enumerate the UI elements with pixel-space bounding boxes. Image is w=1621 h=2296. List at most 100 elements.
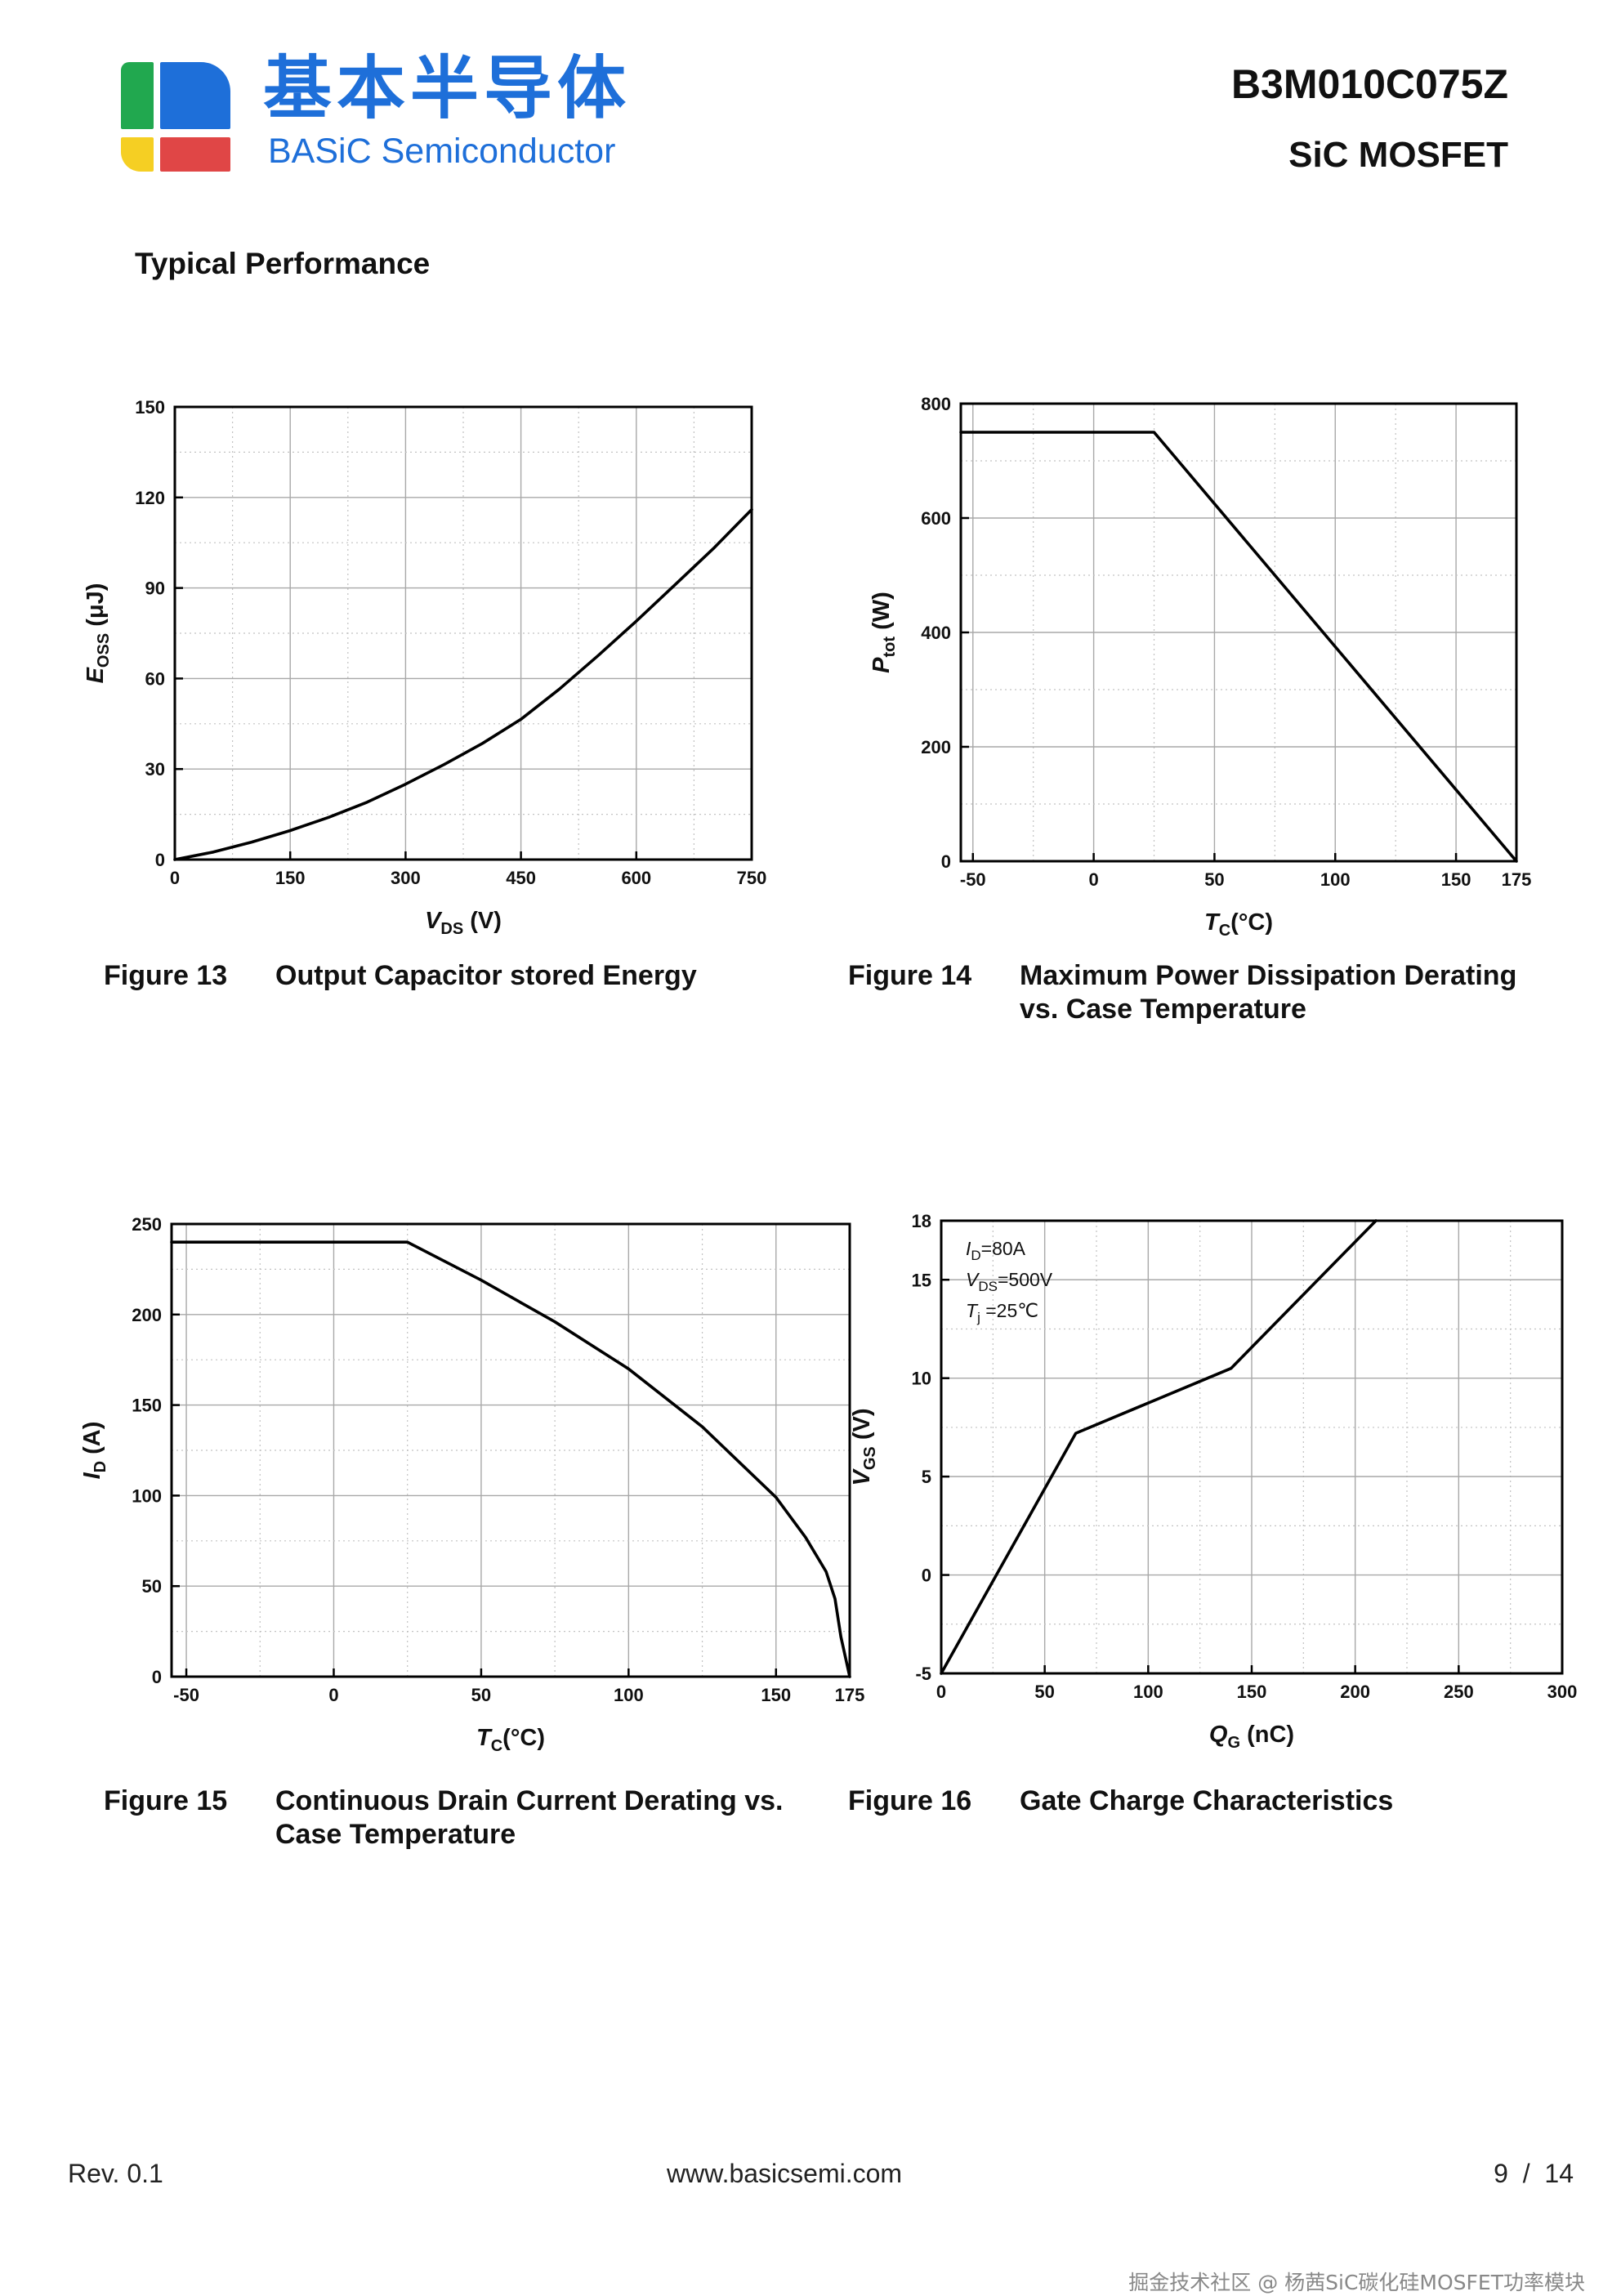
grid bbox=[172, 1224, 850, 1677]
x-tick-label: 50 bbox=[471, 1685, 491, 1705]
x-tick-label: -50 bbox=[960, 869, 986, 890]
figure-number: Figure 13 bbox=[104, 960, 228, 991]
y-tick-label: -5 bbox=[915, 1664, 931, 1684]
x-tick-label: 0 bbox=[936, 1682, 946, 1702]
annotation-value: =80A bbox=[981, 1238, 1026, 1259]
condition-annotation: ID=80A bbox=[966, 1238, 1026, 1263]
axis-label-symbol: T bbox=[476, 1725, 493, 1751]
logo-red-block bbox=[160, 137, 230, 172]
brand-name-english: BASiC Semiconductor bbox=[268, 132, 616, 171]
annotation-symbol: V bbox=[966, 1269, 980, 1290]
y-tick-label: 100 bbox=[132, 1485, 162, 1506]
y-tick-label: 150 bbox=[135, 397, 165, 418]
axis-label-subscript: D bbox=[92, 1461, 109, 1472]
y-tick-label: 10 bbox=[912, 1369, 931, 1389]
annotation-value: =25℃ bbox=[980, 1300, 1038, 1321]
y-tick-label: 50 bbox=[142, 1576, 162, 1597]
axis-label-subscript: C bbox=[491, 1737, 502, 1755]
grid bbox=[961, 404, 1516, 861]
company-logo bbox=[121, 62, 230, 172]
chart-svg: -50 0 50 100 150 175 0 200 400 600 800 TC(°C) Ptot (… bbox=[869, 394, 1532, 940]
y-tick-label: 600 bbox=[921, 508, 951, 529]
figure-title: Gate Charge Characteristics bbox=[1020, 1785, 1394, 1816]
axis-label-symbol: V bbox=[425, 908, 443, 934]
x-tick-label: 600 bbox=[621, 868, 651, 888]
y-tick-label: 200 bbox=[132, 1305, 162, 1325]
x-axis-label: TC(°C) bbox=[476, 1725, 545, 1755]
y-axis-label: VGS (V) bbox=[849, 1409, 879, 1486]
axis-label-symbol: T bbox=[1204, 909, 1221, 936]
figure-title: Output Capacitor stored Energy bbox=[275, 960, 697, 991]
axis-label-unit: (V) bbox=[463, 908, 502, 934]
axis-label-subscript: C bbox=[1219, 922, 1230, 940]
x-axis-label: TC(°C) bbox=[1204, 909, 1273, 940]
x-tick-label: 100 bbox=[614, 1685, 644, 1705]
axis-label-subscript: GS bbox=[861, 1446, 879, 1470]
condition-annotation: Tj =25℃ bbox=[966, 1300, 1038, 1325]
y-tick-label: 150 bbox=[132, 1396, 162, 1416]
annotation-subscript: j bbox=[976, 1310, 980, 1325]
brand-name-chinese: 基本半导体 bbox=[263, 48, 632, 128]
series-line-id bbox=[170, 1240, 851, 1678]
part-number: B3M010C075Z bbox=[1230, 61, 1508, 107]
x-tick-label: 150 bbox=[1237, 1682, 1267, 1702]
chart-drain-current-derating: -50 0 50 100 150 175 0 50 100 150 200 250 TC(°C) ID (… bbox=[33, 1193, 864, 1755]
x-tick-label: 175 bbox=[1502, 869, 1532, 890]
x-tick-label: 750 bbox=[737, 868, 767, 888]
y-tick-label: 0 bbox=[155, 850, 165, 870]
y-tick-label: 15 bbox=[912, 1270, 931, 1290]
x-tick-label: 150 bbox=[761, 1685, 791, 1705]
axis-label-subscript: G bbox=[1227, 1734, 1240, 1752]
figure-number: Figure 15 bbox=[104, 1785, 228, 1816]
y-tick-label: 18 bbox=[912, 1211, 931, 1231]
y-tick-label: 0 bbox=[152, 1667, 162, 1687]
x-tick-label: 300 bbox=[391, 868, 421, 888]
grid bbox=[941, 1221, 1562, 1673]
x-tick-label: 100 bbox=[1320, 869, 1351, 890]
y-axis-label: EOSS (μJ) bbox=[83, 583, 113, 684]
annotation-symbol: T bbox=[966, 1300, 979, 1321]
annotation-symbol: I bbox=[966, 1238, 971, 1259]
x-tick-label: 300 bbox=[1547, 1682, 1578, 1702]
x-tick-label: 50 bbox=[1204, 869, 1224, 890]
x-tick-label: 100 bbox=[1133, 1682, 1163, 1702]
chart-svg: -50 0 50 100 150 175 0 50 100 150 200 250 TC(°C) ID (… bbox=[79, 1214, 864, 1755]
axis-label-unit: (nC) bbox=[1240, 1722, 1294, 1748]
x-tick-label: 0 bbox=[1088, 869, 1098, 890]
part-type: SiC MOSFET bbox=[1288, 135, 1508, 175]
page-number: 9 / 14 bbox=[1494, 2159, 1574, 2188]
plot-frame bbox=[170, 1222, 851, 1678]
y-tick-label: 0 bbox=[922, 1566, 931, 1586]
y-axis-label: ID (A) bbox=[79, 1422, 109, 1480]
website-link[interactable]: www.basicsemi.com bbox=[667, 2159, 903, 2188]
condition-annotation: VDS=500V bbox=[966, 1269, 1053, 1294]
axis-label-unit: (μJ) bbox=[83, 583, 109, 633]
axis-label-subscript: tot bbox=[881, 637, 899, 658]
figure-number: Figure 16 bbox=[848, 1785, 972, 1816]
x-tick-label: 175 bbox=[835, 1685, 865, 1705]
y-tick-label: 5 bbox=[922, 1467, 931, 1487]
x-tick-label: 250 bbox=[1444, 1682, 1474, 1702]
y-tick-label: 250 bbox=[132, 1214, 162, 1235]
y-tick-label: 400 bbox=[921, 623, 951, 643]
axis-label-symbol: P bbox=[869, 657, 895, 673]
chart-svg: 0 150 300 450 600 750 0 30 60 90 120 150 VDS (V) EOSS… bbox=[83, 397, 767, 938]
series-line-vgs bbox=[940, 1219, 1378, 1675]
axis-label-unit: (V) bbox=[849, 1409, 875, 1447]
logo-yellow-block bbox=[121, 137, 154, 172]
watermark-text: 掘金技术社区 @ 杨茜SiC碳化硅MOSFET功率模块 bbox=[1128, 2271, 1585, 2294]
x-tick-label: 0 bbox=[170, 868, 180, 888]
annotation-subscript: DS bbox=[978, 1279, 998, 1294]
axis-label-subscript: OSS bbox=[95, 633, 113, 668]
x-tick-label: 0 bbox=[328, 1685, 338, 1705]
chart-gate-charge: 0 50 100 150 200 250 300 -5 0 5 10 15 18 QG (nC) VGS (… bbox=[817, 1193, 1577, 1752]
chart-output-capacitor-energy: 0 150 300 450 600 750 0 30 60 90 120 150 VDS (V) EOSS… bbox=[33, 376, 768, 938]
x-tick-label: 200 bbox=[1340, 1682, 1370, 1702]
axis-label-symbol: Q bbox=[1209, 1722, 1228, 1748]
logo-green-block bbox=[121, 62, 154, 129]
section-title: Typical Performance bbox=[135, 247, 431, 280]
y-tick-label: 800 bbox=[921, 394, 951, 414]
axis-label-unit: (W) bbox=[869, 592, 895, 637]
y-tick-label: 0 bbox=[941, 851, 951, 872]
